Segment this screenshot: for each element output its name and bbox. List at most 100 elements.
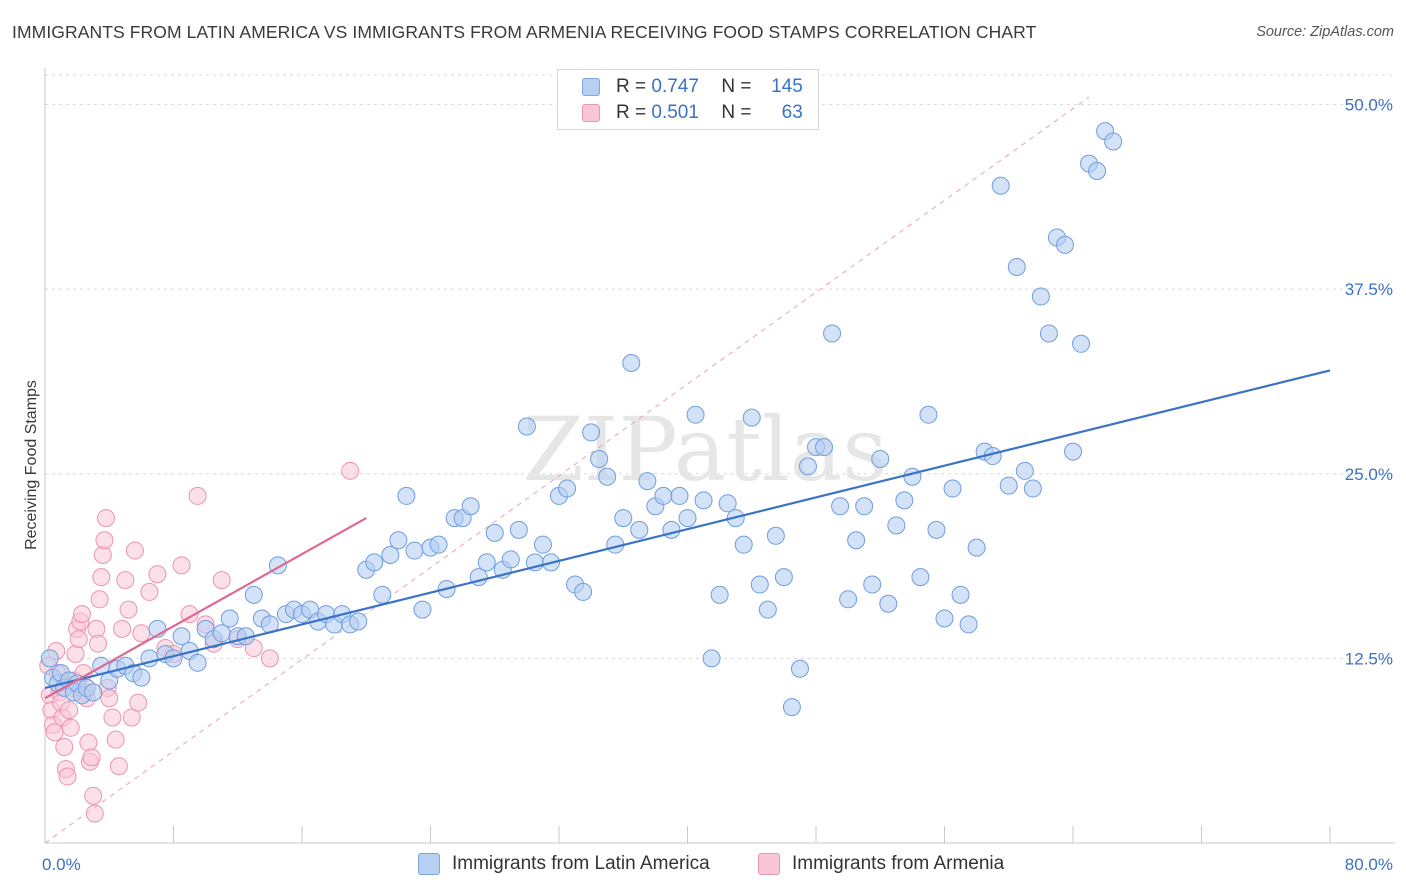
r-value-latin-america: 0.747 (651, 76, 699, 97)
point-latin-america (855, 497, 874, 516)
point-latin-america (188, 653, 207, 672)
point-latin-america (670, 486, 689, 505)
r-value-armenia: 0.501 (651, 102, 699, 123)
point-latin-america (999, 476, 1018, 495)
point-latin-america (638, 472, 657, 491)
point-latin-america (790, 659, 809, 678)
point-latin-america (839, 590, 858, 609)
axis-labels: 12.5% 25.0% 37.5% 50.0% 0.0% 80.0% Receiving F… (23, 96, 1393, 874)
point-latin-america (630, 520, 649, 539)
point-armenia (116, 571, 135, 590)
x-tick-label-max: 80.0% (1345, 855, 1393, 874)
point-latin-america (782, 698, 801, 717)
point-armenia (89, 634, 108, 653)
point-armenia (69, 630, 88, 649)
point-latin-america (943, 479, 962, 498)
n-value-armenia: 63 (781, 102, 803, 123)
point-armenia (60, 701, 79, 720)
legend-label-latin-america: Immigrants from Latin America (452, 853, 710, 874)
point-armenia (341, 461, 360, 480)
point-latin-america (485, 523, 504, 542)
point-latin-america (847, 531, 866, 550)
legend-row-armenia: R = 0.501 N = 63 (582, 101, 803, 125)
gridlines (45, 74, 1395, 659)
point-latin-america (1064, 442, 1082, 461)
point-latin-america (381, 546, 400, 564)
point-latin-america (212, 624, 231, 643)
legend-swatch-armenia (758, 853, 780, 875)
point-armenia (97, 509, 116, 528)
point-latin-america (172, 627, 191, 646)
point-armenia (55, 738, 74, 756)
point-armenia (92, 568, 111, 587)
y-tick-label: 37.5% (1345, 280, 1393, 299)
legend-swatch-armenia (582, 104, 600, 122)
chart-title: IMMIGRANTS FROM LATIN AMERICA VS IMMIGRA… (12, 22, 1037, 42)
point-latin-america (774, 568, 793, 587)
point-latin-america (574, 582, 593, 601)
point-latin-america (477, 553, 496, 572)
legend-swatch-latin-america (582, 78, 600, 96)
point-latin-america (590, 450, 609, 468)
point-latin-america (132, 668, 151, 687)
point-latin-america (991, 176, 1010, 195)
correlation-legend: R = 0.747 N = 145 R = 0.501 N = 63 (557, 69, 819, 130)
point-armenia (45, 723, 64, 742)
point-latin-america (734, 535, 753, 554)
point-latin-america (710, 585, 729, 604)
point-latin-america (662, 520, 681, 539)
point-latin-america (1023, 479, 1042, 498)
point-latin-america (654, 486, 673, 505)
point-latin-america (397, 486, 416, 505)
reference-diagonal-line (44, 96, 1090, 844)
point-latin-america (429, 535, 448, 554)
point-armenia (85, 804, 104, 823)
point-latin-america (686, 405, 705, 424)
source-label: Source: ZipAtlas.com (1256, 24, 1394, 40)
bottom-legend-armenia: Immigrants from Armenia (758, 851, 1004, 877)
r-label: R = (616, 76, 647, 97)
point-latin-america (967, 538, 986, 557)
point-latin-america (879, 594, 898, 613)
point-latin-america (1007, 258, 1026, 276)
point-armenia (132, 624, 151, 643)
trend-line-armenia (44, 517, 367, 700)
y-tick-label: 50.0% (1345, 96, 1393, 115)
trend-lines (44, 369, 1331, 700)
point-armenia (119, 600, 138, 619)
point-armenia (212, 571, 231, 590)
point-latin-america (1088, 162, 1107, 180)
n-label: N = (721, 76, 752, 97)
legend-label-armenia: Immigrants from Armenia (792, 853, 1005, 874)
point-armenia (109, 757, 128, 776)
point-armenia (61, 718, 80, 737)
point-latin-america (501, 550, 520, 569)
point-latin-america (750, 575, 769, 594)
point-latin-america (622, 354, 641, 372)
point-latin-america (349, 612, 368, 631)
point-latin-america (903, 467, 922, 486)
point-latin-america (598, 467, 617, 486)
n-label: N = (721, 102, 752, 123)
point-latin-america (815, 438, 834, 457)
bottom-legend-latin-america: Immigrants from Latin America (418, 851, 710, 877)
point-latin-america (405, 541, 424, 560)
point-latin-america (678, 509, 697, 528)
point-latin-america (220, 609, 239, 628)
point-latin-america (582, 423, 601, 442)
y-tick-label: 25.0% (1345, 465, 1393, 484)
point-armenia (172, 556, 191, 575)
point-armenia (90, 590, 109, 609)
point-latin-america (702, 649, 721, 668)
point-latin-america (84, 683, 103, 702)
point-latin-america (244, 585, 263, 604)
point-latin-america (959, 615, 978, 634)
point-latin-america (871, 450, 890, 468)
r-label: R = (616, 102, 647, 123)
y-tick-label: 12.5% (1345, 649, 1393, 668)
series-armenia-points (39, 461, 360, 823)
point-latin-america (694, 491, 713, 510)
y-axis-title: Receiving Food Stamps (23, 380, 40, 550)
point-latin-america (1015, 461, 1034, 480)
